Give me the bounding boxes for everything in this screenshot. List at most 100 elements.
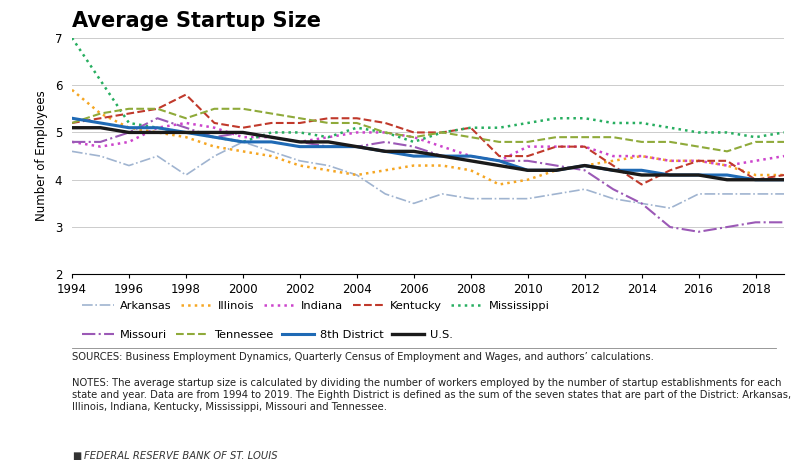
Line: Arkansas: Arkansas bbox=[72, 142, 784, 208]
Kentucky bbox=[323, 115, 333, 121]
Indiana bbox=[494, 158, 504, 164]
8th District bbox=[466, 153, 475, 159]
Indiana bbox=[323, 134, 333, 140]
8th District bbox=[637, 167, 646, 173]
8th District bbox=[438, 153, 447, 159]
Mississippi bbox=[523, 120, 533, 126]
Illinois bbox=[409, 163, 418, 168]
Arkansas bbox=[409, 201, 418, 206]
Missouri bbox=[523, 158, 533, 164]
Illinois bbox=[666, 158, 675, 164]
U.S. bbox=[96, 125, 106, 131]
Arkansas bbox=[266, 149, 276, 154]
Mississippi bbox=[181, 130, 190, 135]
Illinois bbox=[124, 125, 134, 131]
Tennessee bbox=[96, 111, 106, 116]
Illinois bbox=[381, 167, 390, 173]
Arkansas bbox=[352, 172, 362, 178]
Kentucky bbox=[96, 115, 106, 121]
Text: SOURCES: Business Employment Dynamics, Quarterly Census of Employment and Wages,: SOURCES: Business Employment Dynamics, Q… bbox=[72, 352, 654, 362]
U.S. bbox=[210, 130, 219, 135]
Indiana bbox=[551, 144, 561, 149]
Kentucky bbox=[666, 167, 675, 173]
U.S. bbox=[409, 149, 418, 154]
Arkansas bbox=[181, 172, 190, 178]
Missouri bbox=[323, 144, 333, 149]
Illinois bbox=[466, 167, 475, 173]
Indiana bbox=[238, 134, 248, 140]
U.S. bbox=[694, 172, 703, 178]
U.S. bbox=[266, 134, 276, 140]
Indiana bbox=[523, 144, 533, 149]
Illinois bbox=[750, 172, 760, 178]
Kentucky bbox=[181, 92, 190, 97]
Indiana bbox=[210, 125, 219, 131]
Arkansas bbox=[153, 153, 162, 159]
Legend: Missouri, Tennessee, 8th District, U.S.: Missouri, Tennessee, 8th District, U.S. bbox=[78, 325, 458, 344]
Mississippi bbox=[637, 120, 646, 126]
Illinois bbox=[266, 153, 276, 159]
8th District bbox=[323, 144, 333, 149]
Illinois bbox=[295, 163, 305, 168]
Illinois bbox=[96, 111, 106, 116]
Mississippi bbox=[438, 130, 447, 135]
Kentucky bbox=[67, 120, 77, 126]
U.S. bbox=[722, 177, 732, 183]
U.S. bbox=[67, 125, 77, 131]
Line: 8th District: 8th District bbox=[72, 118, 784, 180]
Missouri bbox=[438, 153, 447, 159]
Missouri bbox=[494, 158, 504, 164]
Missouri bbox=[266, 134, 276, 140]
Arkansas bbox=[124, 163, 134, 168]
Kentucky bbox=[523, 153, 533, 159]
Indiana bbox=[295, 139, 305, 145]
Mississippi bbox=[694, 130, 703, 135]
Illinois bbox=[494, 182, 504, 187]
Kentucky bbox=[153, 106, 162, 112]
Illinois bbox=[323, 167, 333, 173]
Illinois bbox=[67, 87, 77, 93]
8th District bbox=[266, 139, 276, 145]
Indiana bbox=[466, 153, 475, 159]
U.S. bbox=[551, 167, 561, 173]
Tennessee bbox=[551, 134, 561, 140]
8th District bbox=[494, 158, 504, 164]
Missouri bbox=[409, 144, 418, 149]
Indiana bbox=[181, 120, 190, 126]
Mississippi bbox=[551, 115, 561, 121]
Missouri bbox=[153, 115, 162, 121]
Indiana bbox=[67, 139, 77, 145]
Kentucky bbox=[580, 144, 590, 149]
Kentucky bbox=[779, 172, 789, 178]
8th District bbox=[67, 115, 77, 121]
8th District bbox=[381, 149, 390, 154]
Tennessee bbox=[637, 139, 646, 145]
Tennessee bbox=[722, 149, 732, 154]
8th District bbox=[96, 120, 106, 126]
Tennessee bbox=[580, 134, 590, 140]
Tennessee bbox=[323, 120, 333, 126]
Illinois bbox=[779, 172, 789, 178]
Missouri bbox=[580, 167, 590, 173]
Missouri bbox=[779, 219, 789, 225]
U.S. bbox=[523, 167, 533, 173]
Mississippi bbox=[124, 120, 134, 126]
Indiana bbox=[608, 153, 618, 159]
U.S. bbox=[750, 177, 760, 183]
U.S. bbox=[637, 172, 646, 178]
Missouri bbox=[352, 144, 362, 149]
Mississippi bbox=[153, 125, 162, 131]
Missouri bbox=[67, 139, 77, 145]
U.S. bbox=[381, 149, 390, 154]
Illinois bbox=[352, 172, 362, 178]
U.S. bbox=[352, 144, 362, 149]
Mississippi bbox=[381, 130, 390, 135]
Illinois bbox=[181, 134, 190, 140]
Arkansas bbox=[779, 191, 789, 197]
Text: FEDERAL RESERVE BANK OF ST. LOUIS: FEDERAL RESERVE BANK OF ST. LOUIS bbox=[84, 451, 278, 461]
Missouri bbox=[238, 130, 248, 135]
Arkansas bbox=[722, 191, 732, 197]
Kentucky bbox=[409, 130, 418, 135]
Arkansas bbox=[580, 186, 590, 192]
Line: Indiana: Indiana bbox=[72, 123, 784, 166]
